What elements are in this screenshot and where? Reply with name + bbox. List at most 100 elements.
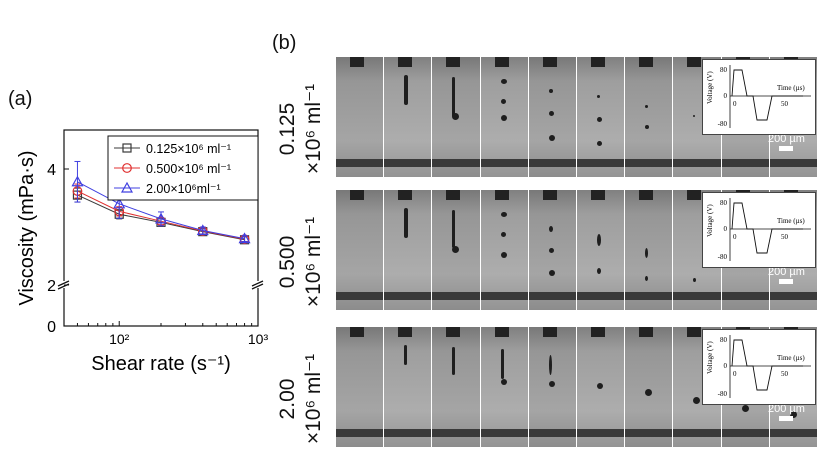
droplet [693,278,697,282]
data-point [238,232,251,244]
frame-image [384,57,432,177]
frame-image [336,327,384,447]
scale-bar-label: 200 µm [768,133,805,145]
substrate [673,292,721,300]
droplet [693,397,701,404]
nozzle [591,57,606,67]
x-axis-label: Shear rate (s⁻¹) [91,353,230,375]
droplet [452,347,456,375]
droplet [404,208,409,238]
frame-image [432,190,480,310]
scale-bar-label: 200 µm [768,403,805,415]
droplet [645,389,653,396]
data-point [154,212,168,224]
inset-xlabel: Time (µs) [777,84,805,92]
nozzle [398,327,413,337]
frame-image [528,190,576,310]
droplet [404,75,409,105]
data-point [113,197,126,209]
y-axis-label: Viscosity (mPa·s) [16,150,38,305]
inset-ylabel: Voltage (V) [706,71,714,104]
substrate [528,292,576,300]
inset-xtick: 0 [733,370,737,378]
frame-image [577,327,625,447]
substrate [721,292,769,300]
nozzle [350,190,365,200]
droplet [548,226,553,232]
substrate [577,429,625,437]
axis-break-mark [57,280,70,287]
nozzle [687,57,702,67]
droplet [500,349,504,379]
concentration-label: 0.125 ×10⁶ ml⁻¹ [275,64,331,194]
inset-ytick: 80 [720,336,728,344]
x-tick-label: 10³ [248,331,269,347]
nozzle [350,327,365,337]
substrate [384,292,432,300]
droplet [548,135,555,141]
droplet [500,212,507,217]
scale-bar: 200 µm [768,133,805,151]
nozzle [639,327,654,337]
legend-label: 0.125×10⁶ ml⁻¹ [146,142,231,156]
inset-waveform [731,202,803,254]
legend-label: 0.500×10⁶ ml⁻¹ [146,162,231,176]
substrate [769,292,817,300]
inset-xlabel: Time (µs) [777,354,805,362]
droplet [548,355,552,375]
scale-bar-line [779,279,794,284]
nozzle [639,57,654,67]
droplet [597,95,601,98]
droplet [645,276,649,281]
droplet [500,379,507,385]
waveform-inset: Voltage (V) 80 0 -80 0 50 Time (µs) [702,192,816,268]
waveform-inset: Voltage (V) 80 0 -80 0 50 Time (µs) [702,59,816,135]
inset-waveform [731,339,803,391]
inset-ylabel: Voltage (V) [706,341,714,374]
substrate [673,159,721,167]
substrate [577,159,625,167]
frame-image [336,190,384,310]
substrate [432,292,480,300]
substrate [625,159,673,167]
concentration-value: 0.500 [276,235,299,289]
data-point [71,175,84,187]
inset-ytick: 0 [724,362,728,370]
substrate [625,292,673,300]
substrate [432,429,480,437]
droplet [452,113,460,120]
nozzle [687,327,702,337]
axis-break-gap [252,281,264,288]
frame-image [432,57,480,177]
droplet-strip: 200 µm Voltage (V) 80 0 -80 0 50 Time (µ… [336,190,818,310]
x-tick-label: 10² [109,331,130,347]
y-tick-label: 2 [47,278,56,295]
inset-xtick: 0 [733,100,737,108]
substrate [721,159,769,167]
substrate [721,429,769,437]
scale-bar: 200 µm [768,266,805,284]
droplet [500,252,507,258]
scale-bar-line [779,416,794,421]
substrate [384,429,432,437]
nozzle [398,190,413,200]
scale-bar-label: 200 µm [768,266,805,278]
nozzle [350,57,365,67]
concentration-unit: ×10⁶ ml⁻¹ [302,216,325,308]
nozzle [494,327,509,337]
droplet [597,234,602,246]
frame-image [577,190,625,310]
nozzle [494,190,509,200]
frame-image [577,57,625,177]
droplet-strip: 200 µm Voltage (V) 80 0 -80 0 50 Time (µ… [336,327,818,447]
droplet [645,105,649,108]
inset-ytick: -80 [718,253,728,261]
frame-image [625,327,673,447]
nozzle [542,327,557,337]
nozzle [591,190,606,200]
panel-label-b: (b) [272,32,297,54]
concentration-unit: ×10⁶ ml⁻¹ [302,353,325,445]
inset-ytick: -80 [718,120,728,128]
frame-image [480,57,528,177]
